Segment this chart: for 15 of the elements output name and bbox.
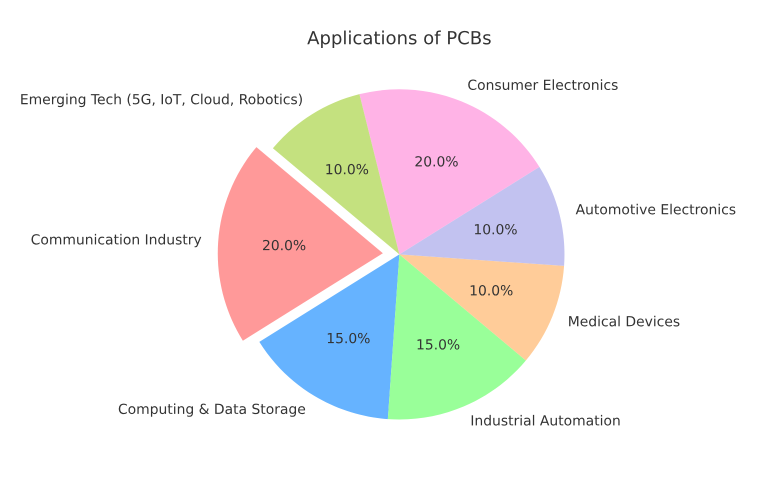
data-label: 20.0% (263, 240, 306, 250)
data-label: 10.0% (474, 224, 517, 234)
chart-title: Applications of PCBs (307, 30, 491, 48)
slice-label: Communication Industry (31, 234, 202, 248)
data-label: 15.0% (418, 339, 460, 350)
slice-label: Emerging Tech (5G, IoT, Cloud, Robotics) (21, 94, 302, 108)
data-label: 10.0% (326, 164, 368, 174)
data-label: 15.0% (328, 332, 370, 344)
data-label: 20.0% (415, 156, 458, 167)
slice-label: Industrial Automation (472, 414, 620, 426)
slice-label: Automotive Electronics (576, 204, 736, 214)
data-label: 10.0% (470, 285, 513, 296)
slice-label: Computing & Data Storage (118, 403, 306, 417)
slice-label: Consumer Electronics (468, 79, 618, 90)
slice-label: Medical Devices (569, 316, 680, 326)
